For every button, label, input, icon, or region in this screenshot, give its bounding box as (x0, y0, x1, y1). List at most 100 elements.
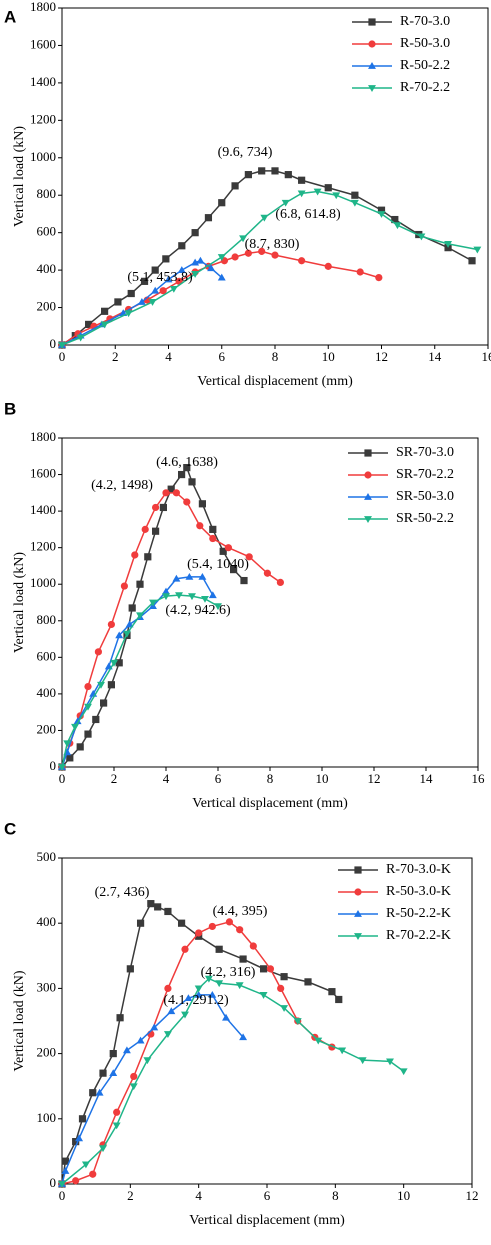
marker (127, 289, 135, 298)
y-tick-label: 800 (37, 612, 57, 627)
marker (354, 888, 362, 896)
marker (198, 500, 206, 508)
marker (214, 603, 222, 611)
marker (208, 591, 217, 599)
marker (61, 1167, 70, 1174)
marker (128, 604, 136, 612)
legend-label: SR-70-3.0 (396, 445, 454, 460)
marker (72, 1138, 80, 1146)
annotation: (8.7, 830) (245, 237, 300, 252)
marker (230, 566, 238, 574)
x-tick-label: 2 (111, 771, 118, 786)
y-tick-label: 0 (50, 336, 57, 351)
x-tick-label: 2 (127, 1188, 134, 1203)
marker (178, 242, 186, 250)
marker (328, 988, 336, 996)
marker (63, 740, 72, 748)
x-tick-label: 6 (264, 1188, 271, 1203)
marker (136, 1036, 145, 1044)
legend-label: R-70-3.0 (400, 14, 450, 29)
marker (196, 522, 204, 530)
marker (324, 262, 332, 270)
marker (204, 214, 213, 222)
marker (58, 342, 66, 349)
marker (393, 222, 402, 230)
marker (298, 176, 306, 184)
annotation: (9.6, 734) (218, 145, 273, 160)
panel: A 0 2 4 6 8 10 12 14 16 0 200 400 600 800 1000 1200 1400 1… (4, 0, 491, 389)
marker (201, 595, 209, 603)
marker (66, 754, 74, 762)
x-axis-label: Vertical displacement (mm) (189, 1213, 345, 1228)
marker (284, 171, 292, 179)
marker (235, 982, 244, 990)
marker (377, 211, 386, 218)
marker (195, 929, 203, 937)
marker (399, 1068, 408, 1076)
y-tick-label: 0 (50, 758, 57, 773)
marker (162, 255, 170, 263)
marker (123, 630, 131, 638)
marker (194, 985, 203, 993)
x-tick-label: 16 (482, 349, 491, 364)
marker (196, 256, 205, 264)
marker (240, 576, 248, 585)
marker (100, 699, 108, 707)
marker (260, 214, 269, 222)
x-tick-label: 12 (375, 349, 388, 364)
marker (191, 258, 200, 266)
marker (191, 270, 200, 278)
y-axis-label: Vertical load (kN) (12, 552, 27, 653)
marker (225, 918, 234, 926)
x-tick-label: 2 (112, 349, 119, 364)
marker (84, 682, 92, 691)
y-tick-label: 400 (37, 261, 57, 276)
marker (163, 1031, 172, 1038)
marker (236, 926, 244, 934)
marker (444, 241, 453, 248)
marker (364, 493, 372, 500)
marker (231, 253, 239, 261)
marker (314, 1037, 323, 1045)
marker (297, 190, 306, 198)
marker (215, 980, 224, 988)
panel-label: C (4, 819, 16, 838)
marker (335, 995, 343, 1004)
marker (280, 973, 288, 981)
marker (231, 182, 239, 190)
y-tick-label: 300 (37, 979, 57, 994)
y-tick-label: 1000 (30, 575, 56, 590)
x-tick-label: 6 (219, 349, 226, 364)
marker (194, 990, 203, 998)
marker (177, 919, 186, 927)
marker (149, 599, 157, 607)
x-axis-label: Vertical displacement (mm) (192, 796, 348, 811)
annotation: (6.8, 614.8) (275, 207, 341, 222)
marker (244, 249, 252, 257)
x-tick-label: 10 (316, 771, 329, 786)
x-axis-label: Vertical displacement (mm) (197, 374, 353, 389)
marker (125, 620, 134, 628)
marker (217, 254, 226, 261)
marker (136, 612, 144, 620)
marker (109, 1069, 118, 1077)
marker (92, 715, 100, 724)
marker (151, 286, 160, 294)
marker (191, 229, 199, 237)
marker (266, 965, 275, 973)
x-tick-label: 16 (472, 771, 486, 786)
annotation: (4.1, 291.2) (163, 993, 229, 1008)
marker (354, 933, 362, 940)
marker (368, 40, 376, 48)
annotation: (4.2, 316) (201, 965, 256, 980)
marker (304, 978, 312, 986)
marker (81, 1161, 90, 1169)
marker (147, 900, 155, 908)
marker (164, 275, 173, 283)
y-tick-label: 600 (37, 648, 57, 663)
marker (75, 1134, 84, 1142)
marker (259, 992, 268, 999)
marker (99, 1069, 107, 1077)
marker (99, 1145, 107, 1153)
marker (263, 569, 271, 577)
